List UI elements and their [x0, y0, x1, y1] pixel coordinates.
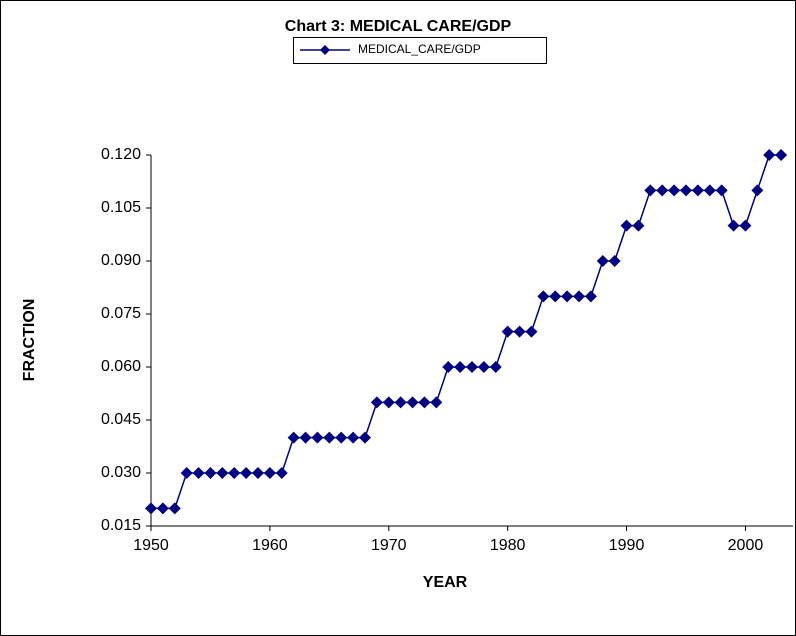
x-tick-label: 1990	[609, 537, 645, 554]
data-point	[323, 431, 336, 444]
data-point	[240, 467, 253, 479]
data-point	[513, 325, 526, 338]
data-point	[156, 502, 169, 515]
data-point	[739, 219, 752, 232]
y-tick-label: 0.015	[101, 517, 141, 534]
data-point	[466, 361, 478, 373]
data-point	[359, 431, 371, 444]
data-point	[668, 184, 681, 197]
data-point	[204, 467, 217, 479]
y-tick-label: 0.120	[101, 146, 141, 163]
x-tick-label: 1950	[133, 537, 169, 554]
data-point	[763, 149, 776, 161]
data-point	[252, 467, 264, 479]
chart-title: Chart 3: MEDICAL CARE/GDP	[285, 18, 512, 35]
data-point	[145, 502, 157, 515]
data-point	[216, 467, 229, 479]
data-point	[608, 255, 621, 267]
data-point	[703, 184, 716, 197]
data-point	[620, 219, 633, 232]
data-point	[501, 325, 514, 338]
x-tick-label: 1980	[490, 537, 526, 554]
data-point	[454, 361, 467, 373]
data-point	[751, 184, 764, 197]
data-point	[299, 431, 312, 444]
data-point	[442, 361, 455, 373]
y-tick-label: 0.060	[101, 358, 141, 375]
legend-marker	[320, 45, 330, 55]
data-point	[394, 396, 407, 409]
data-point	[680, 184, 692, 197]
data-point	[691, 184, 704, 197]
data-point	[263, 467, 276, 479]
y-tick-label: 0.030	[101, 464, 141, 481]
data-point	[727, 219, 740, 232]
data-point	[537, 290, 550, 303]
data-point	[525, 325, 538, 338]
data-point	[275, 467, 288, 479]
data-point	[549, 290, 562, 303]
data-point	[168, 502, 181, 515]
legend-label: MEDICAL_CARE/GDP	[358, 42, 481, 56]
y-tick-label: 0.090	[101, 252, 141, 269]
x-tick-label: 1960	[252, 537, 288, 554]
data-point	[347, 431, 360, 444]
data-point	[632, 219, 645, 232]
data-point	[430, 396, 443, 409]
x-tick-label: 2000	[728, 537, 764, 554]
data-point	[335, 431, 348, 444]
data-point	[370, 396, 383, 409]
data-point	[561, 290, 574, 303]
data-point	[644, 184, 657, 197]
y-tick-label: 0.075	[101, 305, 141, 322]
x-tick-label: 1970	[371, 537, 407, 554]
data-point	[656, 184, 669, 197]
data-point	[311, 431, 324, 444]
data-point	[287, 431, 300, 444]
data-point	[573, 290, 585, 303]
y-axis-label: FRACTION	[21, 299, 38, 382]
x-axis-label: YEAR	[423, 574, 468, 591]
y-tick-label: 0.105	[101, 199, 141, 216]
data-point	[584, 290, 597, 303]
data-point	[382, 396, 395, 409]
y-tick-label: 0.045	[101, 411, 141, 428]
data-point	[715, 184, 728, 197]
data-point	[418, 396, 431, 409]
data-point	[775, 149, 788, 161]
data-point	[477, 361, 490, 373]
data-point	[406, 396, 419, 409]
data-point	[596, 255, 609, 267]
data-point	[489, 361, 502, 373]
data-point	[192, 467, 205, 479]
data-point	[180, 467, 193, 479]
data-point	[228, 467, 241, 479]
